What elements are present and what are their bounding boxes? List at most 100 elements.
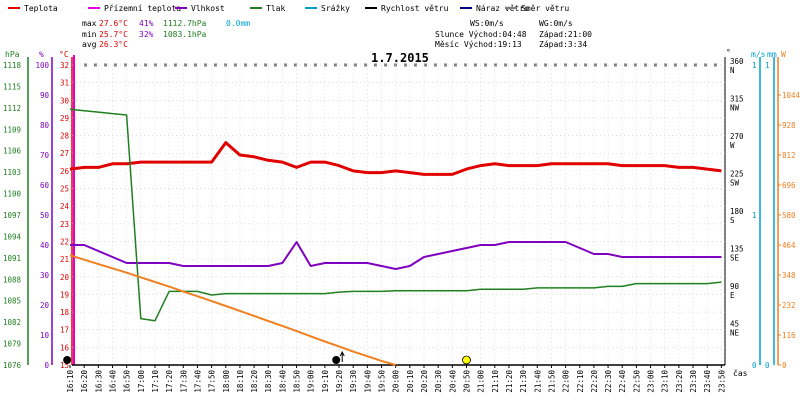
direction-tick-label: 135 xyxy=(730,245,744,254)
stat-max-label: max xyxy=(82,19,97,28)
humidity-tick-label: 0 xyxy=(44,361,49,370)
x-tick-label: 17:00 xyxy=(137,370,146,393)
x-tick-label: 19:20 xyxy=(335,370,344,393)
x-tick-label: 22:30 xyxy=(604,370,613,393)
solar-tick-label: 348 xyxy=(782,271,796,280)
x-tick-label: 17:50 xyxy=(208,370,217,393)
stats-block: max 27.6°C 41% 1112.7hPa 0.0mm min 25.7°… xyxy=(82,19,250,49)
unit-direction: ° xyxy=(726,48,731,57)
humidity-tick-label: 10 xyxy=(40,331,50,340)
x-tick-label: 21:20 xyxy=(505,370,514,393)
wind-tick-label: 1 xyxy=(752,211,757,220)
sun-info: Slunce Východ:04:48 xyxy=(435,30,527,39)
solar-tick-label: 232 xyxy=(782,301,796,310)
stat-avg-label: avg xyxy=(82,40,97,49)
x-tick-label: 23:00 xyxy=(647,370,656,393)
x-tick-label: 23:10 xyxy=(661,370,670,393)
x-tick-label: 19:50 xyxy=(378,370,387,393)
series-line-teplota xyxy=(69,141,722,176)
x-tick-label: 21:00 xyxy=(477,370,486,393)
x-tick-label: 23:40 xyxy=(703,370,712,393)
sun-set-info: Západ:21:00 xyxy=(539,30,592,39)
temperature-tick-label: 17 xyxy=(60,326,69,335)
unit-pressure: hPa xyxy=(5,50,20,59)
solar-tick-label: 1044 xyxy=(782,91,800,100)
stat-max-pres: 1112.7hPa xyxy=(163,19,207,28)
direction-tick-label: 315 xyxy=(730,95,744,104)
pressure-tick-label: 1118 xyxy=(3,61,22,70)
pressure-tick-label: 1079 xyxy=(3,340,21,349)
humidity-tick-label: 40 xyxy=(40,241,50,250)
direction-tick-label: 45 xyxy=(730,320,739,329)
x-tick-label: 18:40 xyxy=(278,370,287,393)
direction-tick-label: SE xyxy=(730,254,740,263)
legend-label: Vlhkost xyxy=(191,4,225,13)
grid xyxy=(69,64,725,365)
solar-tick-label: 464 xyxy=(782,241,796,250)
pressure-tick-label: 1106 xyxy=(3,147,22,156)
x-tick-label: 18:50 xyxy=(293,370,302,393)
temperature-tick-label: 27 xyxy=(60,149,69,158)
temperature-tick-label: 18 xyxy=(60,308,70,317)
x-tick-label: 23:20 xyxy=(675,370,684,393)
series-lines xyxy=(69,108,722,366)
temperature-tick-label: 30 xyxy=(60,96,70,105)
legend-label: Teplota xyxy=(24,4,58,13)
x-tick-label: 17:10 xyxy=(151,370,160,393)
direction-tick-label: 360 xyxy=(730,57,744,66)
solar-tick-label: 928 xyxy=(782,121,796,130)
x-tick-label: 16:40 xyxy=(108,370,117,393)
temperature-tick-label: 19 xyxy=(60,290,69,299)
direction-tick-label: NE xyxy=(730,329,740,338)
x-tick-label: 16:20 xyxy=(80,370,89,393)
x-axis: 16:10 16:20 16:30 16:40 16:50 17:00 17:10 17:20… xyxy=(66,365,726,393)
direction-tick-label: S xyxy=(730,216,735,225)
x-tick-label: 18:00 xyxy=(222,370,231,393)
moon-set-info: Západ:3:34 xyxy=(539,40,587,49)
unit-time: čas xyxy=(733,368,748,378)
solar-tick-label: 812 xyxy=(782,151,796,160)
x-tick-label: 20:10 xyxy=(406,370,415,393)
legend-label: Rychlost větru xyxy=(381,4,449,13)
x-tick-label: 19:40 xyxy=(363,370,372,393)
direction-tick-label: NW xyxy=(730,104,740,113)
x-tick-label: 22:50 xyxy=(632,370,641,393)
humidity-tick-label: 60 xyxy=(40,181,50,190)
temperature-tick-label: 25 xyxy=(60,185,69,194)
x-tick-label: 17:30 xyxy=(179,370,188,393)
axis-ticks: 1076107910821085108810911094109711001103… xyxy=(3,57,800,370)
pressure-tick-label: 1100 xyxy=(3,190,22,199)
x-tick-label: 22:20 xyxy=(590,370,599,393)
temperature-tick-label: 20 xyxy=(60,273,70,282)
pressure-tick-label: 1085 xyxy=(3,297,21,306)
sunset-marker xyxy=(462,355,471,365)
rain-tick-label: 0 xyxy=(765,361,770,370)
pressure-tick-label: 1115 xyxy=(3,82,21,91)
x-tick-label: 21:50 xyxy=(547,370,556,393)
direction-tick-label: E xyxy=(730,291,735,300)
temperature-tick-label: 32 xyxy=(60,61,69,70)
legend-label: Tlak xyxy=(266,4,285,13)
direction-tick-label: 180 xyxy=(730,207,744,216)
axis-units: hPa % °C ° m/s mm W čas xyxy=(5,48,786,378)
x-tick-label: 22:10 xyxy=(576,370,585,393)
x-tick-label: 17:20 xyxy=(165,370,174,393)
temperature-tick-label: 21 xyxy=(60,255,69,264)
x-tick-label: 21:40 xyxy=(533,370,542,393)
astro-info: WS:0m/s WG:0m/s Slunce Východ:04:48 Zápa… xyxy=(435,19,592,49)
x-tick-label: 18:20 xyxy=(250,370,259,393)
direction-tick-label: 90 xyxy=(730,282,740,291)
legend-label: Srážky xyxy=(321,4,350,13)
direction-tick-label: N xyxy=(730,66,735,75)
temperature-tick-label: 22 xyxy=(60,237,69,246)
pressure-tick-label: 1109 xyxy=(3,125,21,134)
legend-label: Směr větru xyxy=(521,4,569,13)
stat-max-rain: 0.0mm xyxy=(226,19,250,28)
humidity-tick-label: 90 xyxy=(40,91,50,100)
temperature-tick-label: 26 xyxy=(60,167,70,176)
wind-gust-info: WG:0m/s xyxy=(539,19,573,28)
temperature-tick-label: 29 xyxy=(60,114,69,123)
pressure-tick-label: 1088 xyxy=(3,275,22,284)
rain-tick-label: 1 xyxy=(765,61,770,70)
stat-min-pres: 1083.1hPa xyxy=(163,30,207,39)
